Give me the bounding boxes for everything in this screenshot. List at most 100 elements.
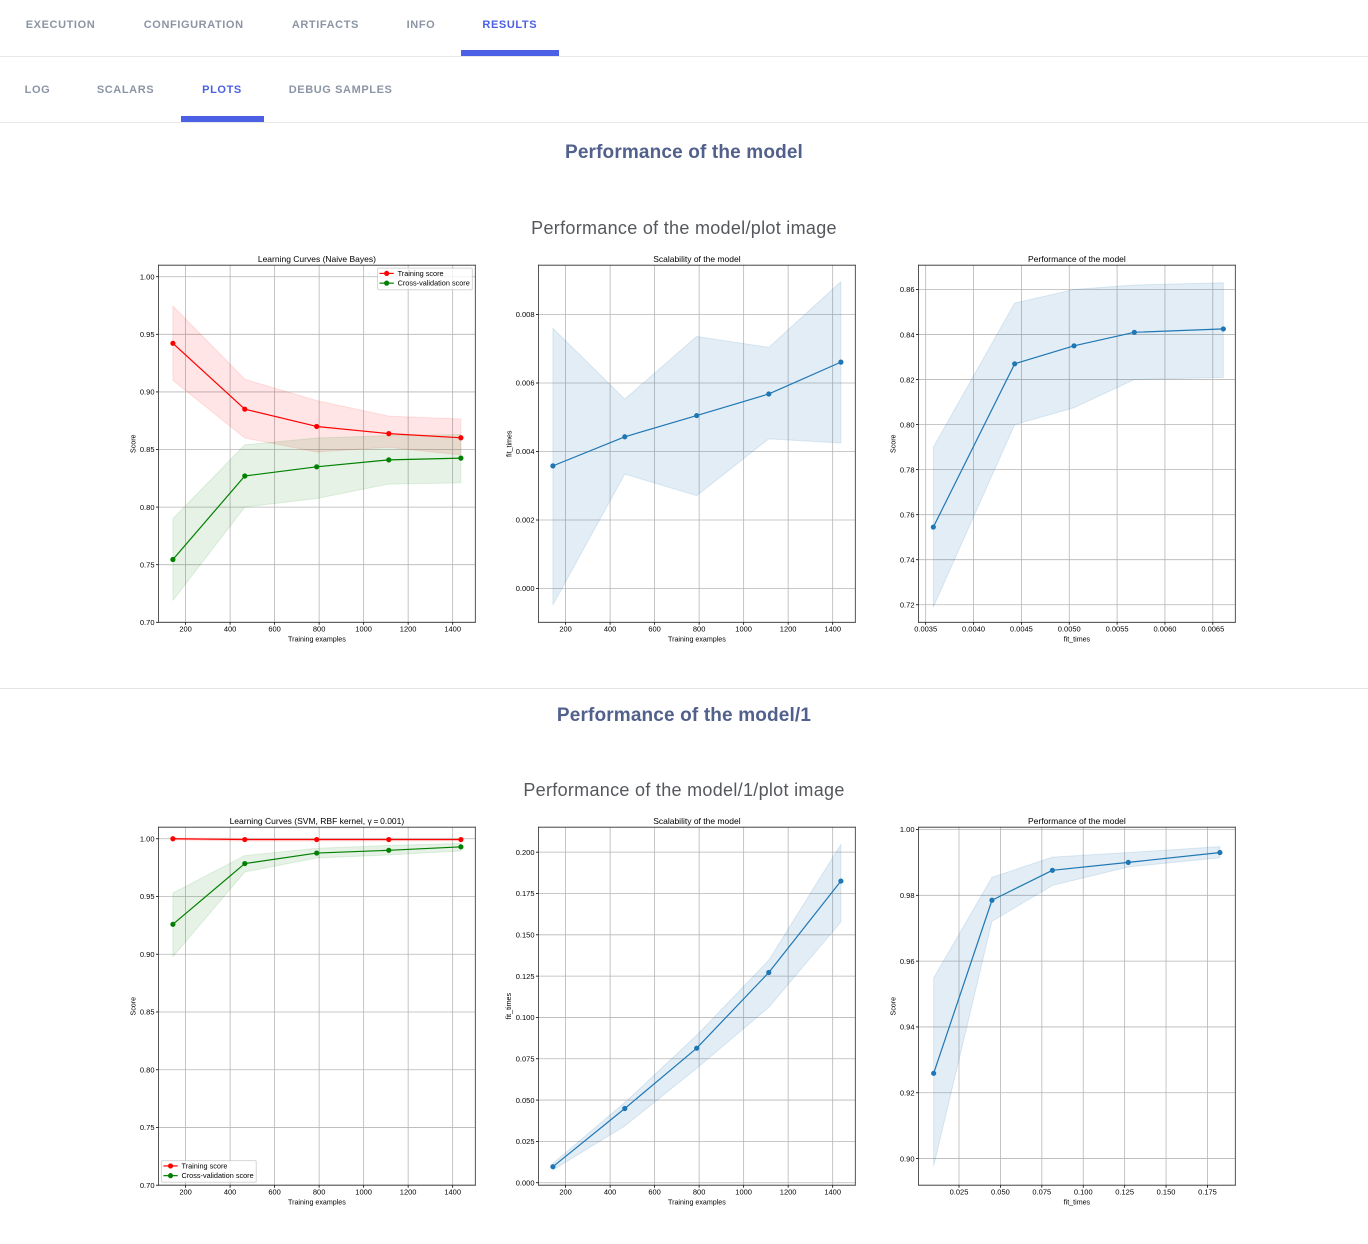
svg-text:1400: 1400 [825, 625, 842, 634]
svg-text:0.125: 0.125 [1116, 1187, 1135, 1196]
svg-text:0.86: 0.86 [900, 285, 915, 294]
svg-text:0.025: 0.025 [516, 1137, 535, 1146]
svg-text:0.150: 0.150 [516, 930, 535, 939]
svg-text:1.00: 1.00 [900, 825, 915, 834]
svg-text:0.0055: 0.0055 [1106, 625, 1129, 634]
svg-text:Cross-validation score: Cross-validation score [181, 1171, 253, 1180]
svg-text:200: 200 [179, 625, 192, 634]
svg-text:0.70: 0.70 [140, 1181, 155, 1190]
svg-text:1400: 1400 [444, 1187, 461, 1196]
svg-text:0.80: 0.80 [900, 420, 915, 429]
svg-text:0.78: 0.78 [900, 465, 915, 474]
svg-text:0.150: 0.150 [1157, 1187, 1176, 1196]
svg-text:0.0050: 0.0050 [1058, 625, 1081, 634]
svg-text:0.82: 0.82 [900, 375, 915, 384]
svg-text:0.96: 0.96 [900, 957, 915, 966]
svg-text:200: 200 [179, 1187, 192, 1196]
svg-text:0.100: 0.100 [516, 1013, 535, 1022]
svg-text:800: 800 [693, 1187, 706, 1196]
svg-text:0.125: 0.125 [516, 972, 535, 981]
svg-text:0.025: 0.025 [950, 1187, 969, 1196]
svg-text:1200: 1200 [780, 625, 797, 634]
svg-text:1.00: 1.00 [140, 272, 155, 281]
svg-text:0.000: 0.000 [516, 1178, 535, 1187]
svg-text:fit_times: fit_times [1064, 635, 1091, 643]
svg-text:0.006: 0.006 [516, 379, 535, 388]
svg-text:0.0035: 0.0035 [915, 625, 938, 634]
svg-text:600: 600 [649, 625, 662, 634]
svg-text:0.94: 0.94 [900, 1022, 915, 1031]
svg-text:1000: 1000 [355, 625, 372, 634]
svg-text:0.85: 0.85 [140, 1007, 155, 1016]
svg-text:1000: 1000 [735, 1187, 752, 1196]
svg-text:600: 600 [268, 625, 281, 634]
svg-text:Score: Score [890, 434, 898, 453]
svg-text:1200: 1200 [400, 1187, 417, 1196]
svg-text:0.0065: 0.0065 [1202, 625, 1225, 634]
svg-text:fit_times: fit_times [505, 430, 513, 457]
svg-text:0.200: 0.200 [516, 848, 535, 857]
svg-text:200: 200 [560, 625, 573, 634]
svg-text:Performance of the model: Performance of the model [1028, 254, 1126, 264]
svg-text:Score: Score [129, 997, 137, 1016]
svg-text:0.0060: 0.0060 [1154, 625, 1177, 634]
svg-text:0.92: 0.92 [900, 1088, 915, 1097]
svg-text:Cross-validation score: Cross-validation score [398, 279, 470, 288]
svg-text:800: 800 [313, 1187, 326, 1196]
svg-text:0.050: 0.050 [516, 1096, 535, 1105]
svg-text:0.90: 0.90 [900, 1154, 915, 1163]
svg-text:800: 800 [693, 625, 706, 634]
svg-text:0.76: 0.76 [900, 510, 915, 519]
svg-text:Score: Score [129, 434, 137, 453]
svg-text:1000: 1000 [735, 625, 752, 634]
svg-text:1200: 1200 [780, 1187, 797, 1196]
svg-text:0.80: 0.80 [140, 1065, 155, 1074]
svg-text:400: 400 [224, 625, 237, 634]
svg-text:0.000: 0.000 [516, 584, 535, 593]
svg-text:fit_times: fit_times [1064, 1198, 1091, 1206]
svg-text:Training examples: Training examples [668, 1198, 726, 1206]
svg-text:Learning Curves (SVM, RBF kern: Learning Curves (SVM, RBF kernel, γ = 0.… [230, 816, 405, 826]
svg-text:0.72: 0.72 [900, 600, 915, 609]
svg-text:Training score: Training score [181, 1161, 227, 1170]
svg-text:1400: 1400 [444, 625, 461, 634]
svg-text:0.075: 0.075 [516, 1054, 535, 1063]
svg-text:Training examples: Training examples [288, 1198, 346, 1206]
svg-text:0.95: 0.95 [140, 330, 155, 339]
svg-text:0.74: 0.74 [900, 555, 915, 564]
svg-text:Scalability of the model: Scalability of the model [653, 816, 741, 826]
svg-text:0.90: 0.90 [140, 388, 155, 397]
svg-text:Training examples: Training examples [668, 635, 726, 643]
svg-text:0.175: 0.175 [516, 889, 535, 898]
svg-text:400: 400 [604, 625, 617, 634]
svg-text:400: 400 [224, 1187, 237, 1196]
svg-text:1000: 1000 [355, 1187, 372, 1196]
svg-text:Scalability of the model: Scalability of the model [653, 254, 741, 264]
svg-text:Training score: Training score [398, 269, 444, 278]
svg-text:1.00: 1.00 [140, 834, 155, 843]
svg-text:Performance of the model: Performance of the model [1028, 816, 1126, 826]
svg-text:fit_times: fit_times [505, 992, 513, 1019]
svg-text:0.100: 0.100 [1074, 1187, 1093, 1196]
svg-text:0.84: 0.84 [900, 330, 915, 339]
svg-text:400: 400 [604, 1187, 617, 1196]
svg-text:0.002: 0.002 [516, 516, 535, 525]
svg-text:Training examples: Training examples [288, 635, 346, 643]
svg-text:800: 800 [313, 625, 326, 634]
svg-text:0.70: 0.70 [140, 618, 155, 627]
svg-text:0.0040: 0.0040 [962, 625, 985, 634]
svg-text:600: 600 [649, 1187, 662, 1196]
svg-text:0.008: 0.008 [516, 310, 535, 319]
svg-text:0.0045: 0.0045 [1010, 625, 1033, 634]
svg-text:1200: 1200 [400, 625, 417, 634]
svg-text:1400: 1400 [825, 1187, 842, 1196]
svg-text:0.75: 0.75 [140, 1123, 155, 1132]
svg-text:0.95: 0.95 [140, 892, 155, 901]
svg-text:200: 200 [560, 1187, 573, 1196]
svg-text:600: 600 [268, 1187, 281, 1196]
svg-text:Score: Score [890, 997, 898, 1016]
svg-text:0.050: 0.050 [991, 1187, 1010, 1196]
svg-text:Learning Curves (Naive Bayes): Learning Curves (Naive Bayes) [258, 254, 376, 264]
svg-text:0.98: 0.98 [900, 891, 915, 900]
svg-text:0.85: 0.85 [140, 445, 155, 454]
